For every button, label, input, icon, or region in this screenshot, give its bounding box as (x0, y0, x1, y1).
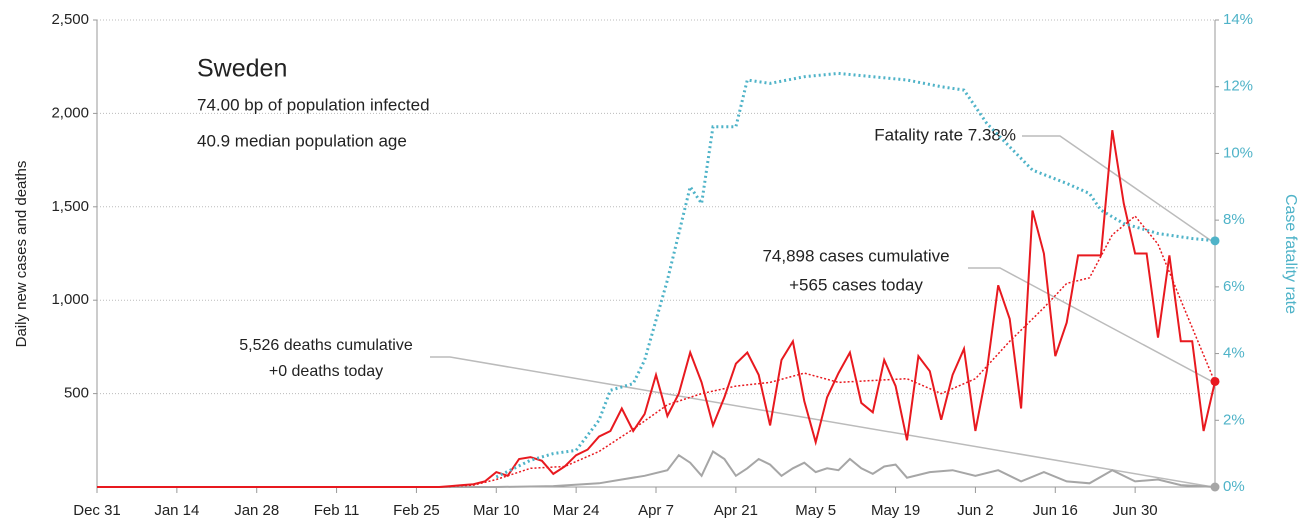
leader-line (1022, 135, 1214, 243)
y2-tick-label: 12% (1223, 78, 1253, 95)
x-tick-label: Jan 28 (234, 502, 279, 519)
x-tick-label: Jun 16 (1033, 502, 1078, 519)
y2-axis-label: Case fatality rate (1282, 194, 1299, 314)
annotation: 74.00 bp of population infected (197, 95, 430, 114)
x-tick-label: Feb 11 (314, 502, 360, 519)
end-dot (1210, 236, 1220, 246)
x-tick-label: Jun 2 (957, 502, 994, 519)
annotation: 40.9 median population age (197, 131, 407, 150)
end-dot (1210, 376, 1220, 386)
chart-title: Sweden (197, 55, 287, 83)
annotation: 74,898 cases cumulative (762, 246, 949, 265)
annotation: 5,526 deaths cumulative (239, 337, 413, 354)
y2-tick-label: 4% (1223, 345, 1245, 362)
y-tick-label: 1,500 (51, 198, 89, 215)
y-axis-label: Daily new cases and deaths (13, 161, 30, 348)
leader-line (430, 356, 1214, 488)
series-line (97, 130, 1216, 488)
x-tick-label: Mar 10 (473, 502, 520, 519)
x-tick-label: Jun 30 (1113, 502, 1158, 519)
y2-tick-label: 2% (1223, 411, 1245, 428)
x-tick-label: Dec 31 (73, 502, 121, 519)
y-tick-label: 500 (64, 385, 89, 402)
annotation: Fatality rate 7.38% (874, 125, 1016, 144)
y2-tick-label: 10% (1223, 144, 1253, 161)
annotation: +565 cases today (789, 275, 923, 294)
leader-line (968, 267, 1214, 383)
y2-tick-label: 0% (1223, 478, 1245, 495)
annotation: +0 deaths today (269, 363, 383, 380)
y2-tick-label: 8% (1223, 211, 1245, 228)
y-tick-label: 2,000 (51, 104, 89, 121)
series-line (97, 450, 1216, 488)
x-tick-label: Apr 21 (714, 502, 758, 519)
y-tick-label: 2,500 (51, 11, 89, 28)
y2-tick-label: 14% (1223, 11, 1253, 28)
end-dot (1210, 482, 1220, 492)
x-tick-label: May 19 (871, 502, 920, 519)
x-tick-label: Jan 14 (154, 502, 199, 519)
x-tick-label: May 5 (795, 502, 836, 519)
x-tick-label: Mar 24 (553, 502, 600, 519)
y-tick-label: 1,000 (51, 291, 89, 308)
series-line (495, 71, 1216, 479)
y2-tick-label: 6% (1223, 278, 1245, 295)
x-tick-label: Feb 25 (393, 502, 440, 519)
x-tick-label: Apr 7 (638, 502, 674, 519)
